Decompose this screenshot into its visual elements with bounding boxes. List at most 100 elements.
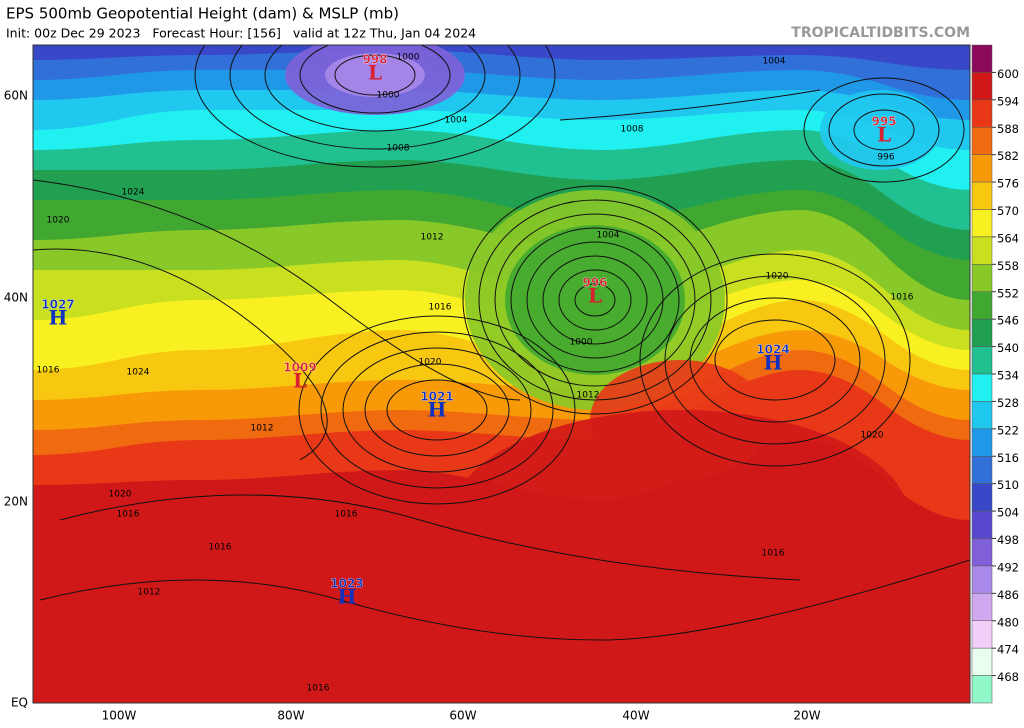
colorbar-swatch — [971, 236, 993, 265]
contour-label: 1020 — [109, 490, 132, 500]
isobar — [828, 93, 940, 167]
lon-label: 20W — [793, 709, 820, 723]
colorbar-label: 498 — [997, 533, 1019, 547]
isobar — [478, 199, 712, 401]
center-symbol: H — [428, 398, 447, 422]
center-value: 995 — [871, 115, 896, 129]
colorbar-label: 522 — [997, 423, 1019, 437]
colorbar-swatch — [971, 209, 993, 238]
contour-label: 1024 — [127, 368, 150, 378]
colorbar-swatch — [971, 346, 993, 375]
center-value: 1023 — [330, 577, 363, 591]
lat-label: 60N — [4, 89, 28, 103]
isobar — [334, 54, 416, 96]
isobar — [494, 213, 696, 387]
height-band — [33, 45, 970, 100]
isobar — [298, 315, 576, 505]
colorbar-swatch — [971, 538, 993, 567]
contour-label: 1012 — [251, 424, 274, 434]
colorbar-swatch — [971, 401, 993, 430]
lon-label: 80W — [277, 709, 304, 723]
isobar — [33, 179, 521, 401]
contour-label: 1020 — [861, 431, 884, 441]
contour-label: 1020 — [419, 358, 442, 368]
colorbar-swatch — [971, 565, 993, 594]
isobar — [803, 77, 965, 183]
isobar — [714, 319, 836, 401]
contour-label: 1012 — [421, 233, 444, 243]
isobar — [559, 89, 821, 121]
isobar — [33, 248, 328, 461]
title: EPS 500mb Geopotential Height (dam) & MS… — [6, 5, 399, 23]
colorbar-label: 480 — [997, 615, 1019, 629]
colorbar-label: 582 — [997, 149, 1019, 163]
lon-label: 40W — [622, 709, 649, 723]
contour-label: 1020 — [47, 216, 70, 226]
height-anomaly — [450, 410, 910, 630]
contour-label: 1004 — [445, 116, 468, 126]
lon-label: 100W — [102, 709, 137, 723]
colorbar-swatch — [971, 264, 993, 293]
center-symbol: L — [368, 61, 382, 85]
isobar — [689, 297, 861, 423]
isobar — [39, 559, 970, 641]
colorbar-label: 552 — [997, 286, 1019, 300]
colorbar-swatch — [971, 456, 993, 484]
colorbar-swatch — [971, 127, 993, 155]
contour-label: 1016 — [117, 510, 140, 520]
colorbar-swatch — [971, 44, 993, 73]
center-value: 1024 — [756, 343, 789, 357]
colorbar-label: 558 — [997, 259, 1019, 273]
isobar — [639, 253, 911, 467]
isobar — [342, 347, 532, 473]
colorbar-swatch — [971, 428, 993, 457]
lat-label: 20N — [4, 495, 28, 509]
colorbar-label: 546 — [997, 314, 1019, 328]
colorbar-swatch — [971, 181, 993, 210]
isobar — [462, 185, 728, 415]
center-symbol: L — [877, 123, 891, 147]
colorbar-swatch — [971, 483, 993, 512]
center-symbol: L — [293, 369, 307, 393]
colorbar-label: 564 — [997, 231, 1019, 245]
lat-label: 40N — [4, 291, 28, 305]
isobar — [264, 45, 486, 132]
isobar — [574, 283, 616, 317]
contour-label: 1012 — [577, 391, 600, 401]
colorbar-swatch — [971, 510, 993, 539]
colorbar-label: 528 — [997, 396, 1019, 410]
isobar — [542, 255, 648, 345]
colorbar-label: 540 — [997, 341, 1019, 355]
contour-label: 1016 — [209, 543, 232, 553]
colorbar-swatch — [971, 675, 993, 704]
contour-label: 1016 — [762, 549, 785, 559]
colorbar-label: 576 — [997, 177, 1019, 191]
height-anomaly — [505, 225, 685, 375]
isobar — [386, 379, 488, 441]
contour-label: 1012 — [138, 588, 161, 598]
site-label: TROPICALTIDBITS.COM — [791, 25, 970, 41]
contour-label: 1000 — [570, 338, 593, 348]
colorbar-swatch — [971, 593, 993, 621]
colorbar-swatch — [971, 291, 993, 320]
colorbar-swatch — [971, 620, 993, 649]
colorbar-label: 510 — [997, 478, 1019, 492]
height-anomaly — [325, 53, 425, 97]
map-frame — [32, 44, 971, 704]
center-symbol: H — [764, 351, 783, 375]
isobar — [229, 45, 521, 150]
colorbar-swatch — [971, 154, 993, 183]
contour-label: 1024 — [122, 188, 145, 198]
contour-label: 1016 — [429, 303, 452, 313]
contour-label: 1004 — [763, 57, 786, 67]
contour-label: 1016 — [335, 510, 358, 520]
map-area: 1000 1000 1004 1008 1024 1020 1012 1008 1004 996 1… — [33, 45, 970, 703]
colorbar-swatch — [971, 373, 993, 402]
isobar — [299, 45, 451, 114]
height-band — [33, 45, 970, 70]
contour-label: 1020 — [766, 272, 789, 282]
center-symbol: H — [49, 306, 68, 330]
colorbar-swatch — [971, 99, 993, 128]
